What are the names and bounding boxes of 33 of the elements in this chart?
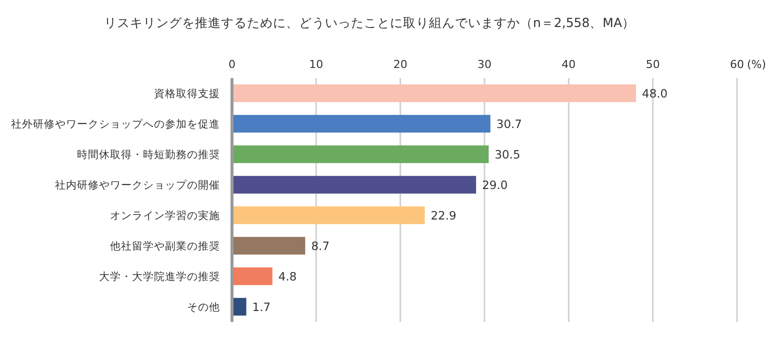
x-tick-label: 0 (228, 58, 236, 71)
y-tick-label: 社内研修やワークショップの開催 (55, 178, 220, 192)
x-tick-label: 10 (309, 58, 324, 71)
x-tick-label: 20 (393, 58, 408, 71)
y-tick-label: 資格取得支援 (154, 86, 220, 100)
bar (232, 267, 272, 286)
y-tick-label: オンライン学習の実施 (110, 208, 220, 222)
chart-title: リスキリングを推進するために、どういったことに取り組んでいますか（n＝2,558、MA） (104, 15, 636, 30)
data-label: 30.5 (494, 147, 520, 162)
bar (232, 114, 490, 133)
x-tick-label: 30 (478, 58, 492, 71)
data-label: 30.7 (496, 116, 522, 131)
bar (232, 236, 306, 255)
data-label: 1.7 (252, 300, 271, 314)
bar (232, 206, 425, 224)
data-label: 22.9 (430, 208, 456, 222)
y-tick-label: 社外研修やワークショップへの参加を促進 (11, 117, 220, 130)
bar (232, 145, 489, 164)
data-label: 29.0 (482, 178, 508, 192)
y-tick-label: 他社留学や副業の推奨 (110, 239, 220, 252)
data-label: 48.0 (642, 86, 668, 100)
y-tick-label: 大学・大学院進学の推奨 (99, 270, 220, 283)
bar (232, 298, 246, 316)
bar (232, 84, 636, 102)
x-axis-title: (%) (747, 58, 766, 71)
y-tick-label: その他 (187, 301, 220, 314)
x-tick-label: 40 (562, 58, 576, 71)
y-tick-label: 時間休取得・時短勤務の推奨 (77, 148, 220, 161)
bar (232, 176, 476, 194)
data-label: 8.7 (311, 238, 330, 253)
x-tick-label: 60 (730, 58, 744, 71)
x-tick-label: 50 (646, 58, 660, 71)
data-label: 4.8 (278, 269, 297, 284)
